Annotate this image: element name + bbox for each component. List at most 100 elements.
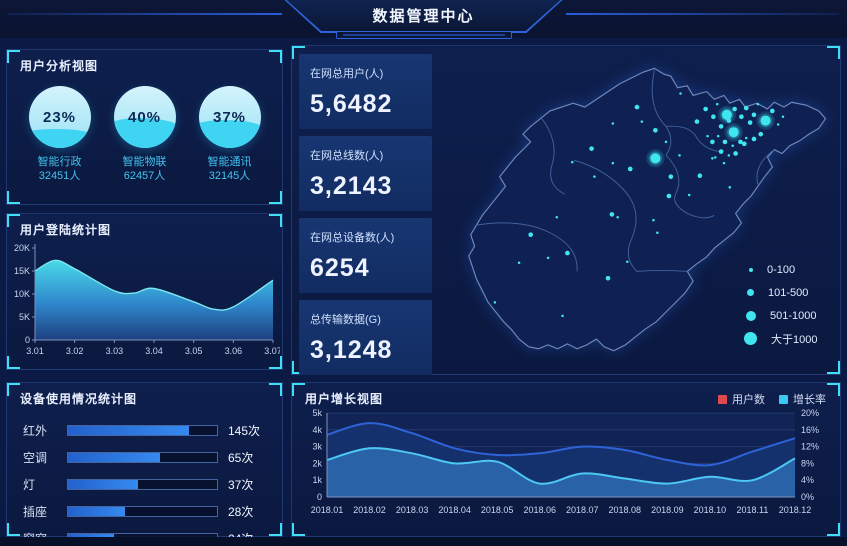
device-bar-chart: 红外 145次 空调 65次 灯 37次 插座 28次 窗帘 — [7, 407, 282, 546]
panel-device-usage: 设备使用情况统计图 红外 145次 空调 65次 灯 37次 插座 28次 — [6, 382, 283, 546]
stat-card-total-lines: 在网总线数(人) 3,2143 — [299, 136, 432, 211]
map-legend: 0-100 101-500 501-1000 大于1000 — [744, 258, 817, 350]
login-chart-plot: 0 5K 10K 15K 20K 3.01 3.02 3.03 3.04 3.05 3.06 3.07 — [14, 243, 280, 356]
map-dots — [493, 92, 785, 318]
stat-value: 3,1248 — [310, 336, 393, 364]
svg-text:2018.04: 2018.04 — [438, 505, 471, 515]
stat-label: 在网总线数(人) — [310, 150, 384, 162]
map-inner-border — [756, 149, 775, 185]
bar-value: 28次 — [228, 505, 254, 519]
bar-track — [67, 506, 218, 517]
bar-label: 插座 — [23, 505, 48, 519]
panel-login-stats: 用户登陆统计图 0 5K 10K 15K 20K 3.01 3.02 3.03 3.04 3.05… — [6, 213, 283, 370]
svg-text:3.07: 3.07 — [264, 346, 280, 356]
svg-text:2018.07: 2018.07 — [566, 505, 599, 515]
svg-text:1k: 1k — [312, 475, 322, 485]
gauge-liquid — [113, 118, 176, 148]
svg-text:2018.01: 2018.01 — [311, 505, 344, 515]
bar-label: 空调 — [23, 451, 48, 465]
svg-text:2018.05: 2018.05 — [481, 505, 514, 515]
svg-text:3.01: 3.01 — [26, 346, 44, 356]
legend-item-growth-rate[interactable]: 增长率 — [779, 391, 826, 407]
legend-swatch-cyan — [779, 394, 788, 404]
bar-value: 145次 — [228, 424, 261, 438]
panel-title: 用户登陆统计图 — [20, 223, 112, 237]
svg-text:0: 0 — [25, 335, 30, 345]
svg-text:12%: 12% — [801, 442, 819, 452]
stat-value: 6254 — [310, 254, 370, 282]
legend-dot-icon — [747, 289, 754, 296]
panel-user-growth: 用户增长视图 用户数 增长率 0 0% 1k 4% 2k 8% 3k 12% 4k 16% 5k 20… — [291, 382, 841, 537]
gauge-percent: 37% — [212, 108, 247, 126]
map-legend-item-101-500[interactable]: 101-500 — [744, 281, 817, 304]
growth-legend: 用户数 增长率 — [718, 391, 826, 407]
map-inner-border — [665, 125, 721, 153]
map-outline — [468, 67, 827, 352]
page-header: 数据管理中心 — [0, 0, 847, 39]
footer-strip — [0, 537, 847, 546]
svg-text:2018.12: 2018.12 — [779, 505, 812, 515]
stat-label: 在网总设备数(人) — [310, 232, 395, 244]
svg-text:4k: 4k — [312, 425, 322, 435]
legend-dot-icon — [749, 267, 753, 272]
bar-track — [67, 425, 218, 436]
svg-text:3.03: 3.03 — [106, 346, 124, 356]
bar-row-socket: 插座 28次 — [23, 498, 268, 525]
bar-label: 红外 — [23, 424, 48, 438]
liquid-gauge: 40% — [113, 86, 176, 148]
header-right-line — [565, 13, 839, 15]
region-bubble-map — [468, 67, 827, 352]
bar-row-light: 灯 37次 — [23, 471, 268, 498]
svg-text:2018.08: 2018.08 — [609, 505, 642, 515]
panel-title: 设备使用情况统计图 — [20, 392, 138, 406]
growth-area-chart: 0 0% 1k 4% 2k 8% 3k 12% 4k 16% 5k 20% 2018.01 2018.02… — [311, 408, 819, 515]
svg-text:3.02: 3.02 — [66, 346, 84, 356]
map-legend-item-501-1000[interactable]: 501-1000 — [744, 304, 817, 327]
gauge-liquid — [28, 128, 91, 148]
liquid-gauge: 37% — [198, 86, 261, 148]
stat-card-total-devices: 在网总设备数(人) 6254 — [299, 218, 432, 293]
map-legend-item-gt-1000[interactable]: 大于1000 — [744, 327, 817, 350]
svg-text:2018.09: 2018.09 — [651, 505, 684, 515]
gauge-liquid — [198, 119, 261, 148]
header-trapezoid: 数据管理中心 — [284, 0, 563, 33]
bar-value: 37次 — [228, 478, 254, 492]
map-inner-border — [574, 159, 688, 272]
svg-text:3.05: 3.05 — [185, 346, 203, 356]
stat-cards: 在网总用户(人) 5,6482 在网总线数(人) 3,2143 在网总设备数(人… — [299, 46, 432, 375]
bar-fill — [68, 480, 139, 489]
map-inner-border — [665, 155, 715, 219]
gauge-count: 62457人 — [123, 170, 166, 182]
gauge-percent: 40% — [127, 108, 162, 126]
stat-value: 5,6482 — [310, 90, 393, 118]
svg-text:5k: 5k — [312, 408, 322, 418]
gauge-count: 32145人 — [208, 170, 251, 182]
login-area-chart: 0 5K 10K 15K 20K 3.01 3.02 3.03 3.04 3.05 3.06 3.07 — [14, 243, 280, 356]
svg-text:8%: 8% — [801, 458, 814, 468]
map-legend-item-0-100[interactable]: 0-100 — [744, 258, 817, 281]
gauge-label: 智能物联 — [122, 156, 167, 168]
svg-text:16%: 16% — [801, 425, 819, 435]
gauge-count: 32451人 — [38, 170, 81, 182]
svg-text:3.04: 3.04 — [145, 346, 163, 356]
gauge-smart-admin: 23% 智能行政 32451人 — [18, 86, 102, 183]
panel-title: 用户分析视图 — [20, 59, 99, 73]
svg-text:2018.03: 2018.03 — [396, 505, 429, 515]
svg-text:4%: 4% — [801, 475, 814, 485]
panel-user-analysis: 用户分析视图 23% 智能行政 32451人 40% 智能物联 — [6, 49, 283, 205]
bar-value: 65次 — [228, 451, 254, 465]
legend-item-users[interactable]: 用户数 — [718, 391, 765, 407]
svg-text:20%: 20% — [801, 408, 819, 418]
gauge-label: 智能通讯 — [207, 156, 252, 168]
bar-fill — [68, 453, 161, 462]
gauge-label: 智能行政 — [37, 156, 82, 168]
panel-overview-map: 在网总用户(人) 5,6482 在网总线数(人) 3,2143 在网总设备数(人… — [291, 45, 841, 375]
stat-label: 在网总用户(人) — [310, 68, 384, 80]
svg-text:2018.10: 2018.10 — [694, 505, 727, 515]
growth-chart-plot: 0 0% 1k 4% 2k 8% 3k 12% 4k 16% 5k 20% 2018.01 2018.02… — [311, 408, 819, 515]
gauge-group: 23% 智能行政 32451人 40% 智能物联 62457人 — [7, 74, 282, 183]
stat-card-total-data: 总传输数据(G) 3,1248 — [299, 300, 432, 375]
svg-text:0: 0 — [317, 492, 322, 502]
legend-swatch-red — [718, 394, 727, 404]
